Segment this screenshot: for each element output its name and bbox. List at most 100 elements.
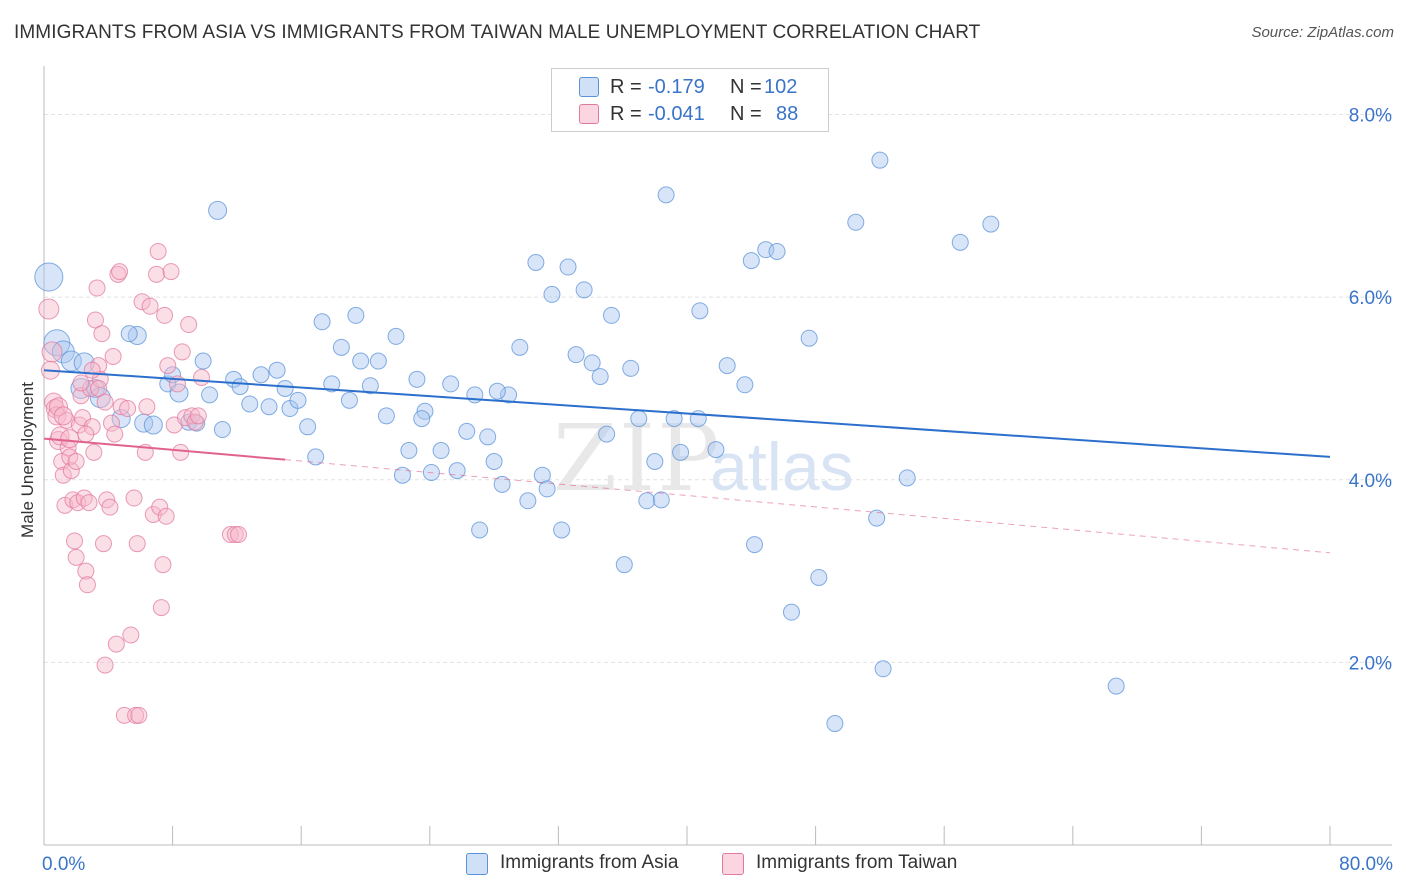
point-asia <box>567 346 585 364</box>
point-asia <box>575 281 593 299</box>
point-asia <box>800 329 818 347</box>
point-taiwan <box>80 494 98 512</box>
point-asia <box>707 441 725 459</box>
point-asia <box>289 391 307 409</box>
point-asia <box>347 306 365 324</box>
point-asia <box>448 462 466 480</box>
correlation-legend: R = -0.179 N = 102 R = -0.041 N = 88 <box>551 68 829 132</box>
point-asia <box>352 352 370 370</box>
point-asia <box>874 660 892 678</box>
point-taiwan <box>159 357 177 375</box>
point-taiwan <box>38 298 60 320</box>
point-taiwan <box>125 489 143 507</box>
point-taiwan <box>60 429 80 449</box>
point-taiwan <box>128 535 146 553</box>
point-taiwan <box>152 599 170 617</box>
legend-label-asia: Immigrants from Asia <box>500 852 679 873</box>
point-asia <box>369 352 387 370</box>
point-asia <box>591 368 609 386</box>
point-taiwan <box>162 263 180 281</box>
point-asia <box>268 361 286 379</box>
y-tick-label: 2.0% <box>1349 653 1392 674</box>
point-asia <box>493 475 511 493</box>
point-taiwan <box>66 532 84 550</box>
point-asia <box>871 151 889 169</box>
source-label: Source: ZipAtlas.com <box>1251 24 1394 41</box>
point-taiwan <box>189 407 207 425</box>
point-asia <box>260 398 278 416</box>
legend-n-value: 88 <box>776 103 799 125</box>
point-asia <box>213 421 231 439</box>
point-asia <box>951 233 969 251</box>
point-taiwan <box>93 325 111 343</box>
point-taiwan <box>62 462 80 480</box>
point-asia <box>826 715 844 733</box>
legend-swatch-taiwan <box>579 104 599 124</box>
point-asia <box>602 306 620 324</box>
legend-n-label: N = <box>730 76 762 98</box>
point-asia <box>553 521 571 539</box>
point-asia <box>622 359 640 377</box>
point-taiwan <box>180 316 198 334</box>
point-taiwan <box>149 242 167 260</box>
point-taiwan <box>86 311 104 329</box>
point-asia <box>231 378 249 396</box>
point-taiwan <box>133 293 151 311</box>
point-asia <box>615 556 633 574</box>
point-asia <box>652 491 670 509</box>
trendline-taiwan-extension <box>285 459 1331 554</box>
point-asia <box>393 466 411 484</box>
point-taiwan <box>151 498 169 516</box>
point-taiwan <box>72 387 90 405</box>
point-asia <box>485 453 503 470</box>
point-asia <box>519 492 537 510</box>
point-taiwan <box>75 489 93 507</box>
point-taiwan <box>154 556 172 574</box>
point-taiwan <box>130 706 148 724</box>
point-asia <box>583 354 601 372</box>
legend-swatch-taiwan <box>722 853 744 875</box>
point-taiwan <box>148 265 166 283</box>
point-asia <box>691 302 709 320</box>
y-tick-label: 6.0% <box>1349 288 1392 309</box>
point-taiwan <box>111 263 129 281</box>
point-asia <box>307 448 325 466</box>
point-taiwan <box>45 399 65 419</box>
point-taiwan <box>94 535 112 553</box>
point-asia <box>527 253 545 271</box>
legend-r-value: -0.041 <box>648 103 705 125</box>
chart-title: IMMIGRANTS FROM ASIA VS IMMIGRANTS FROM … <box>14 22 981 43</box>
point-asia <box>630 410 648 428</box>
point-asia <box>672 443 690 461</box>
point-taiwan <box>77 425 95 443</box>
y-tick-label: 4.0% <box>1349 471 1392 492</box>
point-taiwan <box>141 297 159 315</box>
point-asia <box>208 200 228 220</box>
point-asia <box>718 357 736 375</box>
point-asia <box>646 453 664 470</box>
point-asia <box>898 469 916 487</box>
point-asia <box>768 242 786 260</box>
point-asia <box>276 379 294 397</box>
point-asia <box>313 313 331 331</box>
point-taiwan <box>109 265 127 283</box>
point-asia <box>111 409 131 429</box>
point-asia <box>377 407 395 425</box>
point-taiwan <box>88 279 106 297</box>
point-asia <box>638 492 656 510</box>
point-asia <box>500 386 518 404</box>
point-asia <box>194 352 212 370</box>
legend-n-label: N = <box>730 103 762 125</box>
point-taiwan <box>172 443 190 461</box>
point-taiwan <box>144 505 162 523</box>
point-taiwan <box>138 398 156 416</box>
point-taiwan <box>72 374 90 392</box>
point-taiwan <box>85 443 103 461</box>
point-asia <box>361 377 379 395</box>
point-asia <box>598 425 616 443</box>
point-taiwan <box>101 498 119 516</box>
point-asia <box>458 422 476 440</box>
legend-r-label: R = <box>610 103 642 125</box>
point-asia <box>736 376 754 394</box>
point-asia <box>332 338 350 356</box>
